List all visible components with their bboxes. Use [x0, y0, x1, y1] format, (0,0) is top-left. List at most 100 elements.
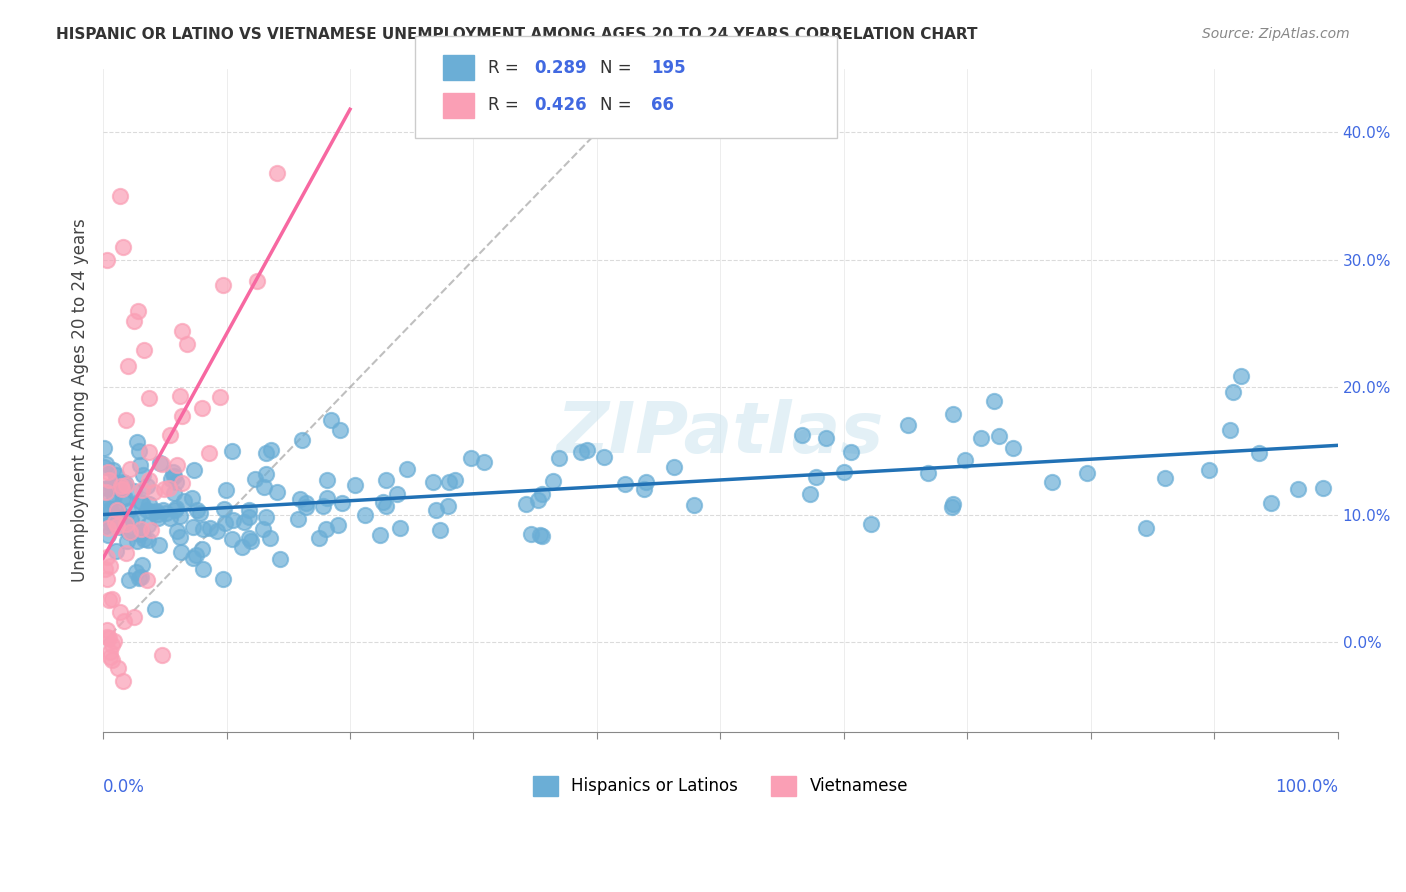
Text: N =: N = [600, 59, 637, 77]
Point [1002, 442, 1025, 456]
Point [422, 475, 444, 489]
Point [152, 503, 174, 517]
Point [112, 614, 135, 628]
Point [148, 538, 170, 552]
Point [1153, 470, 1175, 484]
Point [114, 413, 136, 427]
Point [243, 472, 266, 486]
Point [186, 502, 208, 516]
Point [460, 451, 482, 466]
Legend: Hispanics or Latinos, Vietnamese: Hispanics or Latinos, Vietnamese [526, 769, 915, 803]
Point [172, 325, 194, 339]
Point [839, 445, 862, 459]
Point [94, 518, 117, 533]
Point [104, 544, 127, 558]
Point [253, 481, 276, 495]
Point [191, 541, 214, 556]
Y-axis label: Unemployment Among Ages 20 to 24 years: Unemployment Among Ages 20 to 24 years [72, 219, 89, 582]
Point [129, 570, 152, 584]
Point [526, 493, 548, 508]
Point [112, 673, 135, 688]
Point [238, 510, 260, 524]
Point [260, 442, 283, 457]
Point [118, 525, 141, 540]
Point [103, 489, 125, 503]
Point [136, 573, 159, 587]
Point [209, 390, 232, 404]
Point [1042, 475, 1064, 489]
Point [371, 495, 394, 509]
Point [112, 510, 135, 524]
Point [163, 469, 186, 483]
Point [127, 434, 149, 449]
Point [132, 467, 155, 482]
Text: N =: N = [600, 96, 637, 114]
Point [114, 476, 136, 491]
Point [108, 520, 131, 534]
Point [94, 562, 117, 576]
Point [103, 463, 125, 477]
Point [832, 466, 855, 480]
Point [385, 486, 408, 500]
Point [97, 465, 120, 479]
Point [159, 472, 181, 486]
Point [93, 460, 115, 475]
Point [138, 391, 160, 405]
Point [104, 476, 127, 491]
Point [110, 479, 132, 493]
Point [374, 473, 396, 487]
Point [593, 450, 616, 465]
Point [129, 522, 152, 536]
Point [105, 503, 128, 517]
Point [129, 526, 152, 541]
Point [128, 444, 150, 458]
Point [155, 506, 177, 520]
Point [531, 487, 554, 501]
Point [114, 478, 136, 492]
Point [444, 473, 467, 487]
Point [114, 491, 136, 505]
Point [1286, 482, 1309, 496]
Point [166, 458, 188, 472]
Point [100, 515, 122, 529]
Point [117, 359, 139, 374]
Point [120, 513, 142, 527]
Point [183, 463, 205, 477]
Point [294, 500, 316, 514]
Point [955, 452, 977, 467]
Point [101, 480, 124, 494]
Point [172, 475, 194, 490]
Point [254, 510, 277, 524]
Point [191, 562, 214, 576]
Point [166, 524, 188, 538]
Point [548, 450, 571, 465]
Point [118, 525, 141, 540]
Text: Source: ZipAtlas.com: Source: ZipAtlas.com [1202, 27, 1350, 41]
Point [138, 444, 160, 458]
Text: 0.0%: 0.0% [103, 778, 145, 796]
Point [368, 528, 391, 542]
Point [93, 441, 115, 455]
Point [131, 496, 153, 510]
Point [942, 408, 965, 422]
Text: R =: R = [488, 96, 524, 114]
Point [97, 481, 120, 495]
Point [1135, 521, 1157, 535]
Point [184, 548, 207, 562]
Text: 0.289: 0.289 [534, 59, 586, 77]
Point [790, 428, 813, 442]
Point [96, 481, 118, 495]
Point [308, 531, 330, 545]
Point [111, 240, 134, 254]
Point [315, 522, 337, 536]
Point [294, 496, 316, 510]
Point [437, 499, 460, 513]
Point [122, 609, 145, 624]
Point [172, 409, 194, 423]
Point [97, 527, 120, 541]
Point [169, 509, 191, 524]
Point [515, 497, 537, 511]
Point [145, 504, 167, 518]
Point [94, 457, 117, 471]
Point [215, 483, 238, 498]
